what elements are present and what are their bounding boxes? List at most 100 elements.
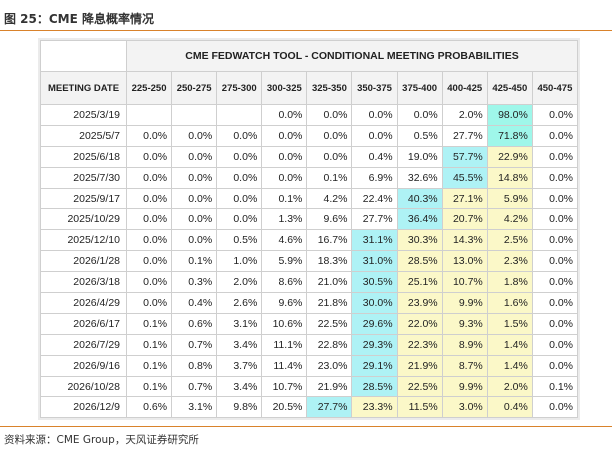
probability-cell: 22.4%	[351, 187, 398, 210]
probability-cell: 22.5%	[396, 375, 443, 398]
header-meeting-date: MEETING DATE	[40, 71, 127, 105]
probability-cell: 0.0%	[171, 208, 218, 231]
table-row: 2025/3/19 0.0% 0.0% 0.0% 0.0% 2.0% 98.0% 0.0%	[40, 104, 579, 126]
probability-cell: 5.9%	[486, 187, 533, 210]
top-rule	[0, 30, 612, 31]
probability-cell: 0.0%	[531, 104, 579, 126]
meeting-date-cell: 2025/5/7	[40, 124, 127, 147]
probability-cell: 22.9%	[486, 145, 533, 168]
probability-cell: 0.1%	[261, 187, 308, 210]
probability-cell: 1.5%	[486, 312, 533, 335]
probability-cell: 0.0%	[125, 187, 173, 210]
probability-cell: 0.0%	[531, 292, 579, 314]
probability-cell: 3.1%	[216, 312, 263, 335]
probability-cell: 40.3%	[396, 187, 443, 210]
header-rate-range: 400-425	[441, 71, 488, 105]
probability-cell: 3.4%	[216, 375, 263, 398]
probability-cell: 0.3%	[171, 271, 218, 294]
probability-cell: 0.7%	[171, 375, 218, 398]
probability-cell: 0.5%	[396, 124, 443, 147]
probability-cell: 0.0%	[531, 312, 579, 335]
probability-cell: 0.0%	[306, 124, 353, 147]
meeting-date-cell: 2026/1/28	[40, 250, 127, 273]
meeting-date-cell: 2026/12/9	[40, 396, 127, 419]
probability-cell: 11.1%	[261, 333, 308, 356]
header-rate-range: 300-325	[261, 71, 308, 105]
probability-cell: 0.0%	[125, 124, 173, 147]
probability-cell: 0.0%	[261, 145, 308, 168]
table-row: 2026/3/18 0.0% 0.3% 2.0% 8.6% 21.0% 30.5% 25.1%…	[40, 271, 579, 294]
table-row: 2026/6/17 0.1% 0.6% 3.1% 10.6% 22.5% 29.6% 22.0…	[40, 312, 579, 335]
probability-cell: 0.0%	[125, 145, 173, 168]
probability-cell: 0.0%	[531, 145, 579, 168]
probability-cell: 0.0%	[171, 229, 218, 252]
probability-cell: 22.8%	[306, 333, 353, 356]
table-body: 2025/3/19 0.0% 0.0% 0.0% 0.0% 2.0% 98.0% 0.0% 20…	[40, 104, 579, 419]
probability-cell: 30.0%	[351, 292, 398, 314]
probability-cell: 25.1%	[396, 271, 443, 294]
probability-cell: 27.7%	[441, 124, 488, 147]
probability-cell: 0.0%	[261, 104, 308, 126]
probability-cell: 6.9%	[351, 166, 398, 189]
probability-cell: 32.6%	[396, 166, 443, 189]
probability-cell: 0.4%	[171, 292, 218, 314]
probability-cell: 1.0%	[216, 250, 263, 273]
probability-cell: 27.1%	[441, 187, 488, 210]
probability-cell: 1.4%	[486, 354, 533, 377]
probability-cell: 16.7%	[306, 229, 353, 252]
probability-cell: 0.0%	[216, 145, 263, 168]
probability-cell: 8.7%	[441, 354, 488, 377]
meeting-date-cell: 2026/6/17	[40, 312, 127, 335]
probability-cell: 0.6%	[171, 312, 218, 335]
meeting-date-cell: 2025/3/19	[40, 104, 127, 126]
probability-cell: 0.0%	[531, 271, 579, 294]
probability-cell: 0.0%	[351, 124, 398, 147]
probability-cell: 29.1%	[351, 354, 398, 377]
probability-cell: 0.6%	[125, 396, 173, 419]
probability-cell: 3.7%	[216, 354, 263, 377]
probability-cell: 11.5%	[396, 396, 443, 419]
probability-cell: 22.5%	[306, 312, 353, 335]
probability-cell: 13.0%	[441, 250, 488, 273]
header-rate-range: 375-400	[396, 71, 443, 105]
probability-cell: 0.0%	[216, 208, 263, 231]
probability-cell: 0.8%	[171, 354, 218, 377]
probability-cell	[171, 104, 218, 126]
probability-cell: 0.1%	[125, 312, 173, 335]
probability-cell: 10.7%	[261, 375, 308, 398]
probability-cell: 0.4%	[351, 145, 398, 168]
probability-cell: 0.0%	[171, 124, 218, 147]
probability-cell: 3.4%	[216, 333, 263, 356]
header-rate-range: 250-275	[171, 71, 218, 105]
probability-cell: 0.0%	[216, 166, 263, 189]
probability-cell: 9.8%	[216, 396, 263, 419]
probability-cell: 0.0%	[306, 145, 353, 168]
probability-cell: 0.0%	[261, 124, 308, 147]
probability-cell: 31.0%	[351, 250, 398, 273]
probability-cell: 0.0%	[125, 292, 173, 314]
probability-cell: 4.2%	[306, 187, 353, 210]
probability-cell: 0.0%	[531, 229, 579, 252]
probability-cell: 10.7%	[441, 271, 488, 294]
probability-cell: 0.1%	[125, 333, 173, 356]
header-rate-range: 350-375	[351, 71, 398, 105]
probability-cell: 0.0%	[396, 104, 443, 126]
probability-cell: 9.6%	[306, 208, 353, 231]
meeting-date-cell: 2026/7/29	[40, 333, 127, 356]
probability-cell: 0.4%	[486, 396, 533, 419]
probability-cell: 1.6%	[486, 292, 533, 314]
probability-cell: 30.5%	[351, 271, 398, 294]
probability-cell: 11.4%	[261, 354, 308, 377]
probability-table: CME FEDWATCH TOOL - CONDITIONAL MEETING …	[40, 40, 579, 419]
probability-cell: 0.0%	[216, 187, 263, 210]
probability-cell: 2.0%	[216, 271, 263, 294]
probability-cell: 21.8%	[306, 292, 353, 314]
probability-cell: 0.0%	[531, 333, 579, 356]
probability-cell: 0.0%	[531, 208, 579, 231]
probability-cell: 8.9%	[441, 333, 488, 356]
probability-cell: 0.1%	[306, 166, 353, 189]
probability-cell: 71.8%	[486, 124, 533, 147]
probability-cell: 2.0%	[441, 104, 488, 126]
probability-cell: 0.0%	[125, 271, 173, 294]
probability-cell: 2.0%	[486, 375, 533, 398]
